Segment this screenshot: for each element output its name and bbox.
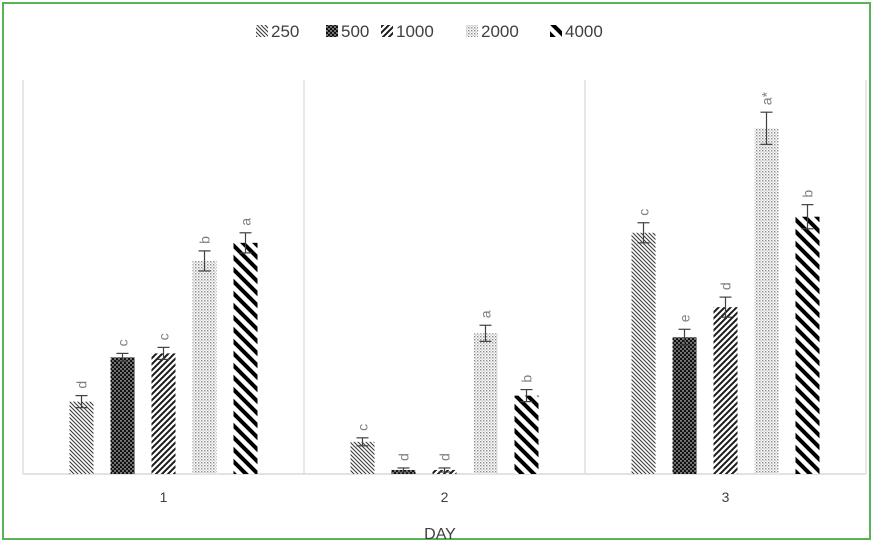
error-bar-500-day-2 <box>397 467 410 473</box>
error-bar-2000-day-2 <box>479 324 492 342</box>
significance-label-1000-day-2: d <box>437 453 453 461</box>
legend-swatch-4000 <box>550 25 562 37</box>
bar-2000-day-2 <box>473 333 498 474</box>
error-bar-1000-day-3 <box>719 296 732 318</box>
bar-250-day-3 <box>631 232 656 474</box>
bar-4000-day-3 <box>795 216 820 474</box>
x-tick-labels: 1 2 3 <box>160 489 730 505</box>
x-tick-label-1: 1 <box>160 489 168 505</box>
significance-label-250-day-1: d <box>74 381 90 389</box>
legend-item-1000: 1000 <box>381 22 434 41</box>
error-bar-1000-day-1 <box>157 346 170 361</box>
error-bar-250-day-3 <box>637 222 650 244</box>
error-bar-1000-day-2 <box>438 467 451 473</box>
error-bar-500-day-3 <box>678 328 691 346</box>
legend-item-2000: 2000 <box>466 22 519 41</box>
significance-label-250-day-2: c <box>355 424 371 431</box>
significance-label-4000-day-1: a <box>238 218 254 226</box>
error-bar-250-day-2 <box>356 437 369 447</box>
significance-label-2000-day-1: b <box>197 236 213 244</box>
legend-item-250: 250 <box>256 22 299 41</box>
significance-label-250-day-3: c <box>636 209 652 216</box>
bar-4000-day-1 <box>233 242 258 474</box>
x-tick-label-3: 3 <box>722 489 730 505</box>
legend-label-1000: 1000 <box>396 22 434 41</box>
bar-1000-day-3 <box>713 307 738 474</box>
error-bar-4000-day-2 <box>520 388 533 403</box>
bar-250-day-1 <box>69 401 94 474</box>
significance-labels: d c c c d e c d d b a a* a b b <box>74 91 816 461</box>
significance-label-1000-day-3: d <box>718 282 734 290</box>
significance-label-2000-day-2: a <box>478 310 494 318</box>
category-dividers <box>22 80 867 474</box>
x-axis-title: DAY <box>424 526 456 543</box>
legend-item-500: 500 <box>326 22 369 41</box>
bar-500-day-3 <box>672 337 697 474</box>
legend-label-4000: 4000 <box>565 22 603 41</box>
significance-label-500-day-2: d <box>396 453 412 461</box>
significance-label-2000-day-3: a* <box>759 91 775 105</box>
legend-label-250: 250 <box>271 22 299 41</box>
legend-swatch-1000 <box>381 25 393 37</box>
bar-250-day-2 <box>350 441 375 474</box>
significance-label-500-day-3: e <box>677 314 693 322</box>
legend-swatch-500 <box>326 25 338 37</box>
legend-item-4000: 4000 <box>550 22 603 41</box>
error-bar-4000-day-1 <box>239 232 252 254</box>
error-bar-2000-day-1 <box>198 250 211 272</box>
bar-1000-day-1 <box>151 353 176 474</box>
bars <box>69 128 820 474</box>
bar-500-day-1 <box>110 357 135 474</box>
legend-label-2000: 2000 <box>481 22 519 41</box>
bar-4000-day-2 <box>514 395 539 474</box>
legend-swatch-250 <box>256 25 268 37</box>
error-bars <box>75 111 814 473</box>
error-bar-500-day-1 <box>116 352 129 363</box>
significance-label-1000-day-1: c <box>156 333 172 340</box>
legend-swatch-2000 <box>466 25 478 37</box>
bar-2000-day-1 <box>192 260 217 474</box>
significance-label-500-day-1: c <box>115 339 131 346</box>
x-tick-label-2: 2 <box>441 489 449 505</box>
error-bar-2000-day-3 <box>760 111 773 145</box>
significance-label-4000-day-2: b <box>519 375 535 383</box>
bar-2000-day-3 <box>754 128 779 474</box>
error-bar-250-day-1 <box>75 395 88 409</box>
legend: 250 500 1000 2000 4000 <box>256 22 603 41</box>
significance-label-4000-day-3: b <box>800 190 816 198</box>
error-bar-4000-day-3 <box>801 204 814 230</box>
legend-label-500: 500 <box>341 22 369 41</box>
